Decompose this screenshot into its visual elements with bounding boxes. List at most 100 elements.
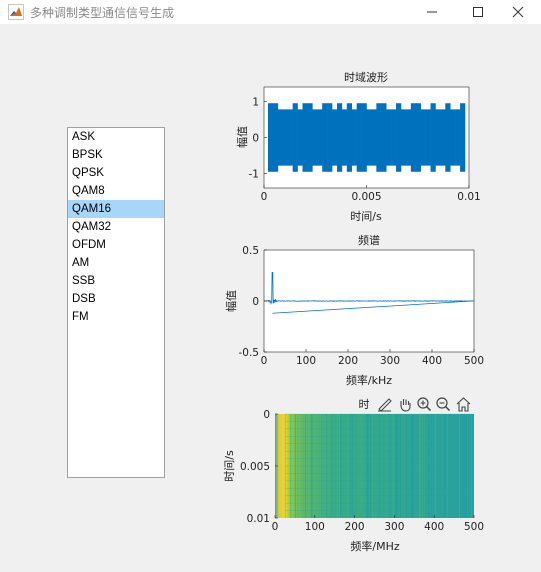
ytick-label: 0.5 bbox=[242, 245, 259, 257]
waveform-segment bbox=[410, 103, 417, 172]
axes-toolbar bbox=[376, 395, 474, 413]
maximize-button[interactable] bbox=[455, 0, 501, 24]
spectrogram-xlabel: 频率/MHz bbox=[350, 539, 399, 553]
list-item-qpsk[interactable]: QPSK bbox=[72, 167, 104, 179]
xtick-label: 300 bbox=[384, 521, 404, 533]
title-bar: 多种调制类型通信信号生成 bbox=[0, 0, 541, 24]
waveform-segment bbox=[391, 109, 397, 166]
modulation-type-listbox[interactable]: ASK BPSK QPSK QAM8 QAM16 QAM32 OFDM AM SSB DSB FM bbox=[67, 127, 165, 478]
spectrogram-title: 时 bbox=[359, 398, 370, 411]
home-icon[interactable] bbox=[456, 397, 471, 412]
spectrogram-axes: 时 频率/MHz 时间/s 0 100 200 300 400 500 0 0.005 0.01 bbox=[223, 398, 484, 553]
ytick-label: 0.005 bbox=[240, 461, 270, 473]
xtick-label: 0 bbox=[261, 191, 268, 203]
spectrum-title: 频谱 bbox=[358, 233, 380, 247]
waveform-segment bbox=[356, 103, 362, 172]
waveform-segment bbox=[346, 103, 353, 172]
waveform-segment bbox=[277, 109, 284, 166]
list-item-ofdm[interactable]: OFDM bbox=[72, 239, 106, 251]
waveform-segment bbox=[376, 103, 382, 172]
xtick-label: 300 bbox=[380, 355, 400, 367]
minimize-icon bbox=[427, 11, 437, 13]
close-icon bbox=[512, 6, 524, 18]
zoom-in-icon[interactable] bbox=[417, 397, 432, 412]
matlab-logo-icon bbox=[8, 4, 24, 20]
waveform-segment bbox=[272, 103, 279, 172]
waveform-segment bbox=[312, 109, 318, 166]
waveform-segment bbox=[302, 103, 308, 172]
xtick-label: 0.005 bbox=[351, 191, 381, 203]
waveform-segment bbox=[371, 109, 377, 166]
list-item-ssb[interactable]: SSB bbox=[72, 275, 96, 287]
waveform-segment bbox=[450, 109, 456, 166]
ytick-label: -0.5 bbox=[239, 347, 260, 359]
waveform-segment bbox=[317, 109, 323, 166]
ytick-label: 0 bbox=[252, 133, 259, 145]
waveform-segment bbox=[282, 109, 288, 166]
waveform-segment bbox=[327, 103, 333, 172]
list-item-ask[interactable]: ASK bbox=[72, 131, 96, 143]
spectrogram-ylabel: 时间/s bbox=[223, 450, 236, 482]
waveform-segment bbox=[435, 109, 441, 166]
list-item-qam32[interactable]: QAM32 bbox=[72, 221, 111, 233]
waveform-segment bbox=[386, 109, 392, 166]
ytick-label: 0 bbox=[252, 296, 259, 308]
waveform-segment bbox=[297, 109, 303, 166]
waveform-segment bbox=[445, 103, 451, 172]
ytick-label: -1 bbox=[249, 169, 259, 181]
spectrogram-image bbox=[275, 414, 474, 518]
waveform-segment bbox=[460, 103, 466, 172]
waveform-segment bbox=[430, 103, 436, 172]
ytick-label: 0.01 bbox=[247, 513, 270, 525]
waveform-segment bbox=[292, 103, 298, 172]
xtick-label: 0 bbox=[272, 521, 279, 533]
xtick-label: 100 bbox=[296, 355, 316, 367]
waveform-segment bbox=[307, 103, 313, 172]
ytick-label: 1 bbox=[252, 96, 259, 108]
waveform-segment bbox=[400, 109, 407, 166]
spectrum-series-line bbox=[264, 272, 474, 314]
xtick-label: 500 bbox=[464, 521, 484, 533]
waveform-segment bbox=[287, 109, 293, 166]
zoom-out-icon[interactable] bbox=[436, 397, 451, 412]
list-item-bpsk[interactable]: BPSK bbox=[72, 149, 103, 161]
waveform-segment bbox=[420, 109, 426, 166]
list-item-am[interactable]: AM bbox=[72, 257, 90, 269]
xtick-label: 0 bbox=[261, 355, 268, 367]
waveform-segment bbox=[268, 103, 274, 172]
xtick-label: 200 bbox=[338, 355, 358, 367]
brush-icon[interactable] bbox=[378, 398, 392, 412]
waveform-segment bbox=[425, 109, 431, 166]
xtick-label: 400 bbox=[422, 355, 442, 367]
list-item-dsb[interactable]: DSB bbox=[72, 293, 96, 305]
minimize-button[interactable] bbox=[409, 0, 455, 24]
waveform-segment bbox=[361, 103, 367, 172]
time-domain-ylabel: 幅值 bbox=[236, 126, 249, 148]
waveform-segment bbox=[336, 103, 343, 172]
waveform-segment bbox=[332, 109, 338, 166]
list-item-qam16[interactable]: QAM16 bbox=[68, 200, 164, 218]
ytick-label: 0 bbox=[263, 409, 270, 421]
waveform-segment bbox=[455, 109, 461, 166]
waveform-segment bbox=[366, 109, 372, 166]
close-button[interactable] bbox=[495, 0, 541, 24]
waveform-segment bbox=[415, 103, 421, 172]
waveform-segment bbox=[381, 103, 387, 172]
xtick-label: 500 bbox=[464, 355, 484, 367]
pan-icon[interactable] bbox=[400, 399, 411, 412]
waveform-segment bbox=[351, 109, 357, 166]
waveform-segment bbox=[405, 109, 412, 166]
list-item-fm[interactable]: FM bbox=[72, 311, 89, 323]
spectrum-ylabel: 幅值 bbox=[225, 290, 238, 312]
time-domain-xlabel: 时间/s bbox=[350, 210, 382, 223]
xtick-label: 100 bbox=[305, 521, 325, 533]
spectrum-xlabel: 频率/kHz bbox=[346, 373, 392, 387]
waveform-segment bbox=[396, 103, 402, 172]
waveform-segment bbox=[322, 103, 328, 172]
list-item-qam8[interactable]: QAM8 bbox=[72, 185, 105, 197]
waveform-segment bbox=[440, 109, 446, 166]
window-title: 多种调制类型通信信号生成 bbox=[30, 5, 175, 20]
